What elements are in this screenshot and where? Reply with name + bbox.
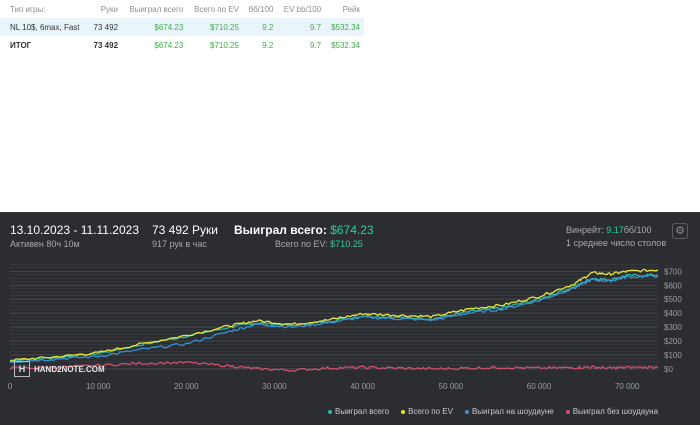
total-hands: 73 492: [93, 40, 119, 50]
legend-dot: [565, 409, 570, 414]
legend-label: Выиграл на шоудауне: [471, 407, 554, 416]
legend-dot: [328, 409, 332, 414]
date-range: 13.10.2023 - 11.11.2023: [10, 223, 139, 237]
y-tick-label: $500: [664, 295, 682, 304]
avg-tables: 1 среднее число столов: [566, 238, 667, 248]
legend-dot: [401, 409, 406, 414]
total-bb100: 9.2: [262, 40, 274, 50]
x-tick-label: 60 000: [527, 382, 552, 391]
stats-table: Тип игры: Руки Выиграл всего Всего по EV…: [0, 0, 364, 54]
logo-text: HAND2NOTE.COM: [34, 364, 105, 374]
cell-rake: $532.34: [325, 18, 364, 36]
x-tick-label: 40 000: [350, 382, 375, 391]
cell-ev-total: $710.25: [187, 18, 243, 36]
graph-panel: 13.10.2023 - 11.11.2023 Активен 80ч 10м …: [0, 212, 700, 425]
legend-item-nonshowdown[interactable]: Выиграл без шоудауна: [565, 407, 659, 416]
won-total: Выиграл всего: $674.23: [234, 223, 374, 237]
legend-item-ev[interactable]: Всего по EV: [401, 407, 453, 416]
winrate-value: 9.17: [606, 225, 624, 235]
total-ev-bb100: 9.7: [309, 40, 322, 50]
col-hands[interactable]: Руки: [100, 4, 119, 14]
x-tick-label: 30 000: [262, 382, 287, 391]
ev-value: $710.25: [330, 239, 363, 249]
col-game-type[interactable]: Тип игры:: [10, 4, 46, 14]
x-tick-label: 20 000: [174, 382, 199, 391]
series-line: [9, 268, 659, 362]
gear-icon[interactable]: ⚙: [672, 223, 688, 239]
total-ev: $710.25: [210, 40, 239, 50]
y-tick-label: $400: [664, 309, 682, 318]
won-value: $674.23: [330, 223, 374, 237]
total-rake: $532.34: [331, 40, 360, 50]
x-tick-label: 50 000: [439, 382, 464, 391]
cell-won-total: $674.23: [122, 18, 188, 36]
legend-label: Выиграл всего: [335, 407, 390, 416]
won-label: Выиграл всего:: [234, 223, 327, 237]
active-time: Активен 80ч 10м: [10, 239, 80, 249]
x-tick-label: 10 000: [86, 382, 111, 391]
ev-label: Всего по EV:: [275, 239, 328, 249]
cell-game-type: NL 10$, 6max, Fast: [0, 18, 88, 36]
table-total-row: ИТОГ 73 492 $674.23 $710.25 9.2 9.7 $532…: [0, 36, 364, 54]
col-bb100[interactable]: бб/100: [248, 4, 274, 14]
legend-item-showdown[interactable]: Выиграл на шоудауне: [464, 407, 554, 416]
y-tick-label: $700: [664, 267, 682, 276]
col-rake[interactable]: Рейк: [342, 4, 360, 14]
legend-label: Выиграл без шоудауна: [572, 407, 659, 416]
y-tick-label: $600: [664, 281, 682, 290]
table-row[interactable]: NL 10$, 6max, Fast 73 492 $674.23 $710.2…: [0, 18, 364, 36]
logo-icon: H: [14, 361, 30, 377]
hands-per-hour: 917 рук в час: [152, 239, 207, 249]
col-ev-bb100[interactable]: EV bb/100: [283, 4, 322, 14]
legend-label: Всего по EV: [408, 407, 453, 416]
x-tick-label: 0: [8, 382, 13, 391]
total-won: $674.23: [154, 40, 184, 50]
hands-count: 73 492 Руки: [152, 223, 218, 237]
col-ev-total[interactable]: Всего по EV: [194, 4, 239, 14]
y-tick-label: $100: [664, 351, 682, 360]
cell-bb100: 9.2: [242, 18, 278, 36]
x-tick-label: 70 000: [615, 382, 640, 391]
winrate-suffix: бб/100: [623, 225, 652, 235]
series-line: [9, 274, 659, 363]
ev-total: Всего по EV: $710.25: [275, 239, 363, 249]
legend-dot: [464, 409, 469, 414]
y-tick-label: $200: [664, 337, 682, 346]
chart-legend: Выиграл всего Всего по EV Выиграл на шоу…: [328, 407, 658, 416]
series-line: [9, 360, 659, 373]
hand2note-logo: H HAND2NOTE.COM: [14, 361, 105, 377]
y-tick-label: $0: [664, 365, 673, 374]
cell-ev-bb100: 9.7: [277, 18, 326, 36]
cell-hands: 73 492: [87, 18, 123, 36]
col-won-total[interactable]: Выиграл всего: [129, 4, 184, 14]
y-tick-label: $300: [664, 323, 682, 332]
winrate-label: Винрейт:: [566, 225, 604, 235]
legend-item-won[interactable]: Выиграл всего: [328, 407, 389, 416]
winrate: Винрейт: 9.17бб/100 1 среднее число стол…: [566, 225, 666, 248]
total-label: ИТОГ: [10, 40, 32, 50]
results-chart: $0 $100 $200 $300 $400 $500 $600 $700 0 10 000 20 …: [8, 264, 682, 391]
stats-header-row: Тип игры: Руки Выиграл всего Всего по EV…: [0, 0, 364, 18]
